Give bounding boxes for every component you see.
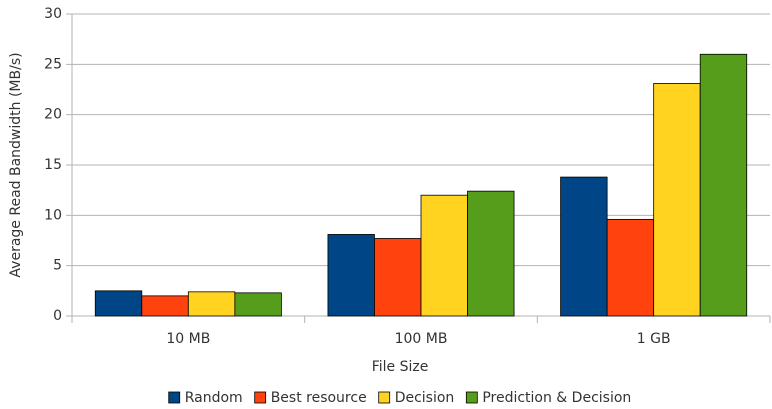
bar xyxy=(94,290,143,317)
x-tick-label: 10 MB xyxy=(166,331,210,347)
legend-label: Prediction & Decision xyxy=(482,390,631,406)
bar xyxy=(653,83,701,317)
bar xyxy=(420,194,468,317)
bar xyxy=(141,295,189,317)
y-tick-label: 20 xyxy=(44,107,62,123)
bar xyxy=(327,234,375,317)
bar xyxy=(606,218,655,317)
bar xyxy=(374,238,422,317)
y-tick-label: 15 xyxy=(44,157,62,173)
bar xyxy=(234,292,282,317)
y-tick-label: 10 xyxy=(44,207,62,223)
y-tick-label: 5 xyxy=(53,258,62,274)
legend-swatch xyxy=(465,391,478,404)
legend-swatch xyxy=(378,391,391,404)
y-tick-label: 0 xyxy=(53,308,62,324)
bar xyxy=(560,176,608,317)
y-axis-label: Average Read Bandwidth (MB/s) xyxy=(8,52,24,277)
x-tick-label: 100 MB xyxy=(395,331,448,347)
legend-swatch xyxy=(168,391,181,404)
legend: Random Best resource Decision Prediction & … xyxy=(168,390,631,406)
bar xyxy=(187,291,236,317)
y-tick-label: 30 xyxy=(44,6,62,22)
legend-label: Best resource xyxy=(271,390,367,406)
legend-label: Decision xyxy=(395,390,455,406)
legend-label: Random xyxy=(185,390,243,406)
x-axis-label: File Size xyxy=(372,359,429,375)
legend-swatch xyxy=(254,391,267,404)
bar xyxy=(467,190,515,317)
bar xyxy=(699,53,748,317)
x-tick-label: 1 GB xyxy=(637,331,671,347)
y-tick-label: 25 xyxy=(44,56,62,72)
